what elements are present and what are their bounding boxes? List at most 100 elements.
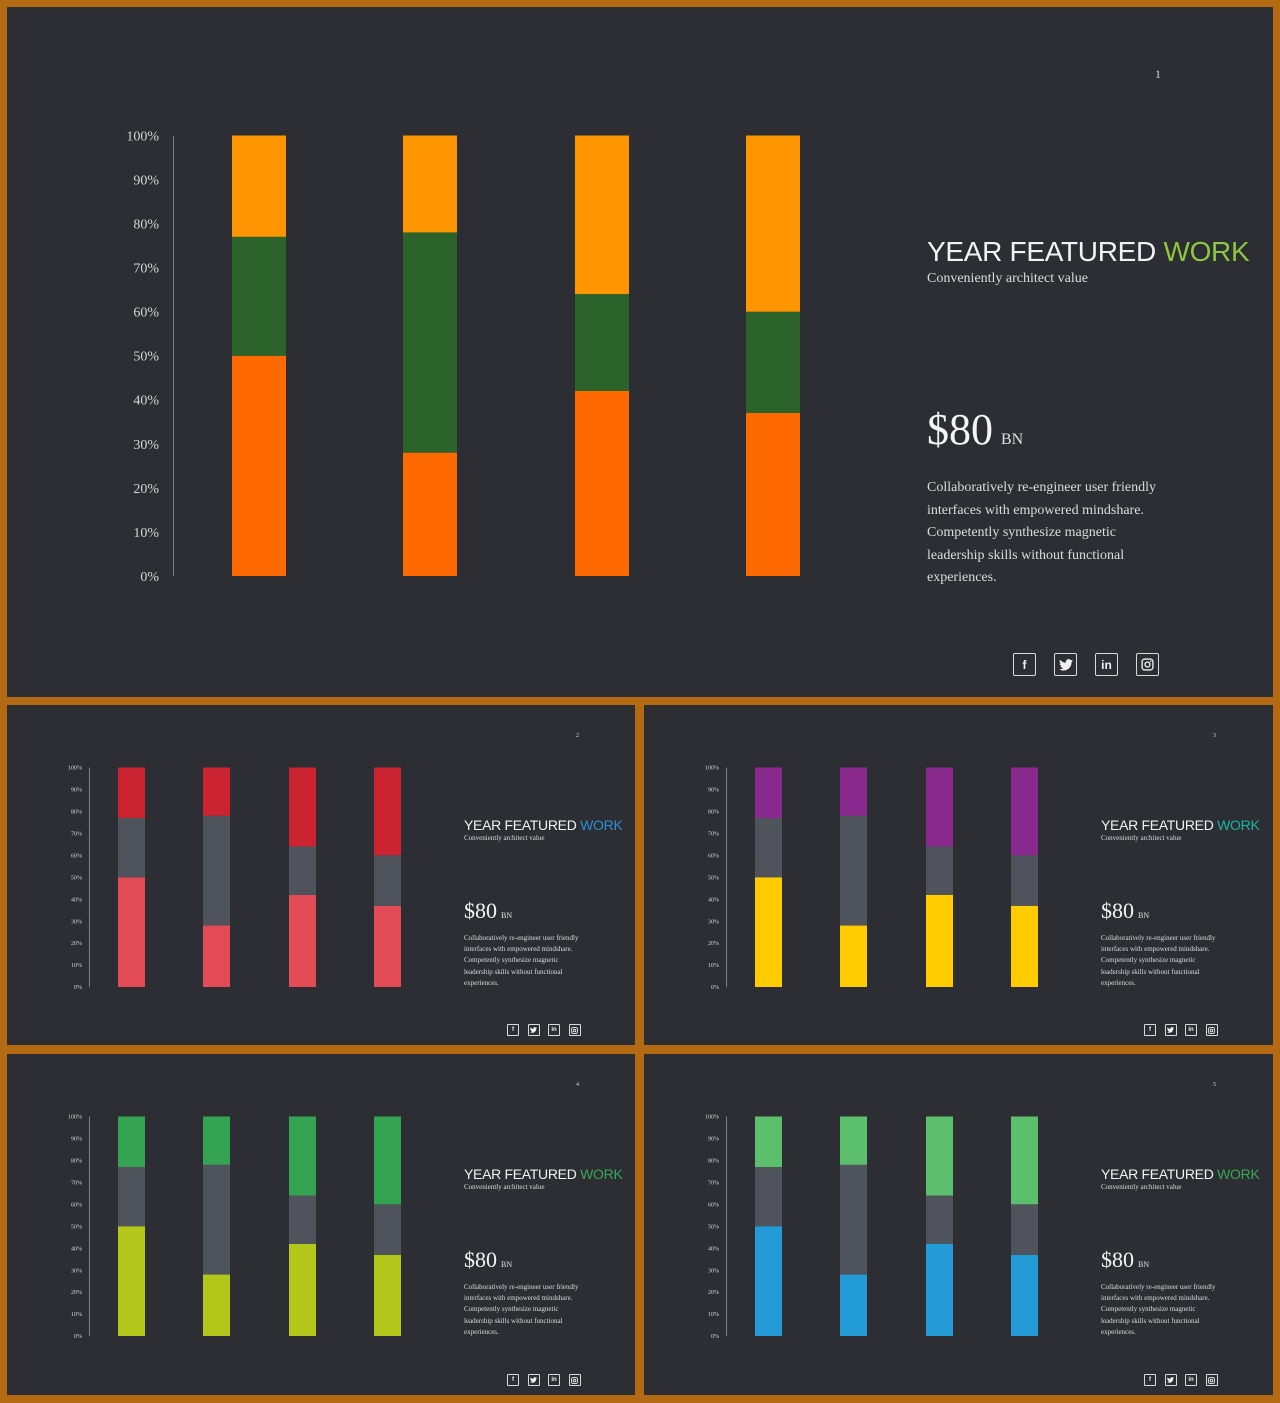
bar-segment (289, 767, 316, 847)
twitter-icon[interactable] (1164, 1024, 1177, 1036)
slide-number: 2 (576, 733, 579, 739)
facebook-icon[interactable]: f (507, 1024, 519, 1036)
bar-segment (926, 1195, 953, 1244)
y-tick-label: 30% (708, 919, 719, 925)
bar-segment (203, 767, 230, 816)
y-tick-label: 50% (708, 1224, 719, 1230)
twitter-icon[interactable] (1164, 1374, 1177, 1386)
bar-segment (755, 1166, 782, 1227)
slide-subtitle: Conveniently architect value (1101, 834, 1182, 842)
title-main: YEAR FEATURED (927, 236, 1164, 267)
bar-segment (232, 236, 286, 356)
social-links: f in (507, 1374, 581, 1386)
y-tick-label: 40% (133, 394, 159, 409)
bar-segment (575, 390, 629, 576)
y-tick-label: 40% (708, 897, 719, 903)
bar-segment (118, 767, 145, 818)
bar-segment (575, 294, 629, 391)
description: Collaboratively re-engineer user friendl… (1101, 1283, 1216, 1336)
bar-segment (289, 894, 316, 987)
slide-title: YEAR FEATURED WORK (464, 817, 624, 834)
bar-segment (203, 815, 230, 926)
slide-title: YEAR FEATURED WORK (464, 1166, 624, 1183)
y-tick-label: 20% (708, 941, 719, 947)
linkedin-icon[interactable]: in (548, 1024, 560, 1036)
twitter-icon[interactable] (527, 1374, 540, 1386)
bar-segment (840, 925, 867, 987)
bar-segment (232, 135, 286, 237)
y-tick-label: 100% (705, 766, 719, 772)
linkedin-icon[interactable]: in (1185, 1024, 1197, 1036)
linkedin-icon[interactable]: in (1185, 1374, 1197, 1386)
y-tick-label: 10% (71, 963, 82, 969)
y-tick-label: 100% (705, 1115, 719, 1121)
facebook-icon[interactable]: f (1144, 1024, 1156, 1036)
y-tick-label: 90% (708, 788, 719, 794)
bar-segment (926, 894, 953, 987)
description: Collaboratively re-engineer user friendl… (464, 934, 579, 987)
bar-segment (746, 413, 800, 576)
facebook-icon[interactable]: f (1144, 1374, 1156, 1386)
slide-subtitle: Conveniently architect value (464, 1183, 545, 1191)
y-tick-label: 70% (133, 262, 159, 277)
y-tick-label: 80% (71, 810, 82, 816)
twitter-icon[interactable] (527, 1024, 540, 1036)
info-panel: YEAR FEATURED WORK Conveniently architec… (1101, 1166, 1261, 1338)
bar-segment (203, 1116, 230, 1165)
twitter-icon[interactable] (1054, 653, 1077, 676)
y-tick-label: 50% (71, 875, 82, 881)
slide-4: 0% 10% 20% 30% 40% 50% 60% 70% 80% 90% 100% 4 YEAR… (7, 1054, 635, 1395)
price-unit: BN (1001, 431, 1024, 448)
linkedin-icon[interactable]: in (548, 1374, 560, 1386)
slide-title: YEAR FEATURED WORK (1101, 1166, 1261, 1183)
y-tick-label: 100% (126, 129, 159, 144)
stacked-bar-chart: 0% 10% 20% 30% 40% 50% 60% 70% 80% 90% 100% (68, 766, 401, 991)
bar-segment (289, 1243, 316, 1336)
bar-segment (374, 1116, 401, 1205)
bar-segment (755, 1226, 782, 1336)
description: Collaboratively re-engineer user friendl… (464, 1283, 579, 1336)
slide-subtitle: Conveniently architect value (464, 834, 545, 842)
instagram-icon[interactable] (568, 1374, 581, 1386)
y-tick-label: 80% (708, 810, 719, 816)
bar-segment (1011, 1254, 1038, 1336)
y-tick-label: 80% (133, 218, 159, 233)
y-tick-label: 80% (708, 1159, 719, 1165)
bar-segment (746, 135, 800, 312)
y-tick-label: 0% (140, 570, 159, 585)
bar-segment (926, 1243, 953, 1336)
bar-segment (926, 846, 953, 895)
bar-segment (755, 1116, 782, 1167)
y-tick-label: 60% (133, 306, 159, 321)
instagram-icon[interactable] (568, 1024, 581, 1036)
y-tick-label: 30% (133, 438, 159, 453)
instagram-icon[interactable] (1136, 653, 1159, 676)
slide-number: 1 (1155, 67, 1161, 81)
social-links: f in (1144, 1024, 1218, 1036)
y-tick-label: 30% (708, 1268, 719, 1274)
y-tick-label: 90% (71, 788, 82, 794)
bar-segment (926, 1116, 953, 1196)
price: $80 BN (464, 1247, 624, 1277)
facebook-icon[interactable]: f (507, 1374, 519, 1386)
instagram-icon[interactable] (1205, 1374, 1218, 1386)
instagram-icon[interactable] (1205, 1024, 1218, 1036)
description: Collaboratively re-engineer user friendl… (927, 480, 1156, 585)
slide-2: 0% 10% 20% 30% 40% 50% 60% 70% 80% 90% 100% 2 YEAR… (7, 705, 635, 1045)
price-value: $80 (1101, 898, 1134, 923)
y-tick-label: 70% (708, 831, 719, 837)
y-tick-label: 60% (708, 1202, 719, 1208)
y-tick-label: 20% (71, 941, 82, 947)
facebook-icon[interactable]: f (1013, 653, 1036, 676)
y-tick-label: 10% (708, 963, 719, 969)
y-tick-label: 0% (711, 1334, 719, 1340)
y-tick-label: 40% (71, 897, 82, 903)
linkedin-icon[interactable]: in (1095, 653, 1118, 676)
y-tick-label: 40% (71, 1246, 82, 1252)
social-links: f in (1013, 653, 1159, 676)
y-tick-label: 60% (708, 853, 719, 859)
bar-segment (289, 846, 316, 895)
y-tick-label: 10% (71, 1312, 82, 1318)
y-tick-label: 100% (68, 1115, 82, 1121)
bar-segment (840, 1164, 867, 1275)
